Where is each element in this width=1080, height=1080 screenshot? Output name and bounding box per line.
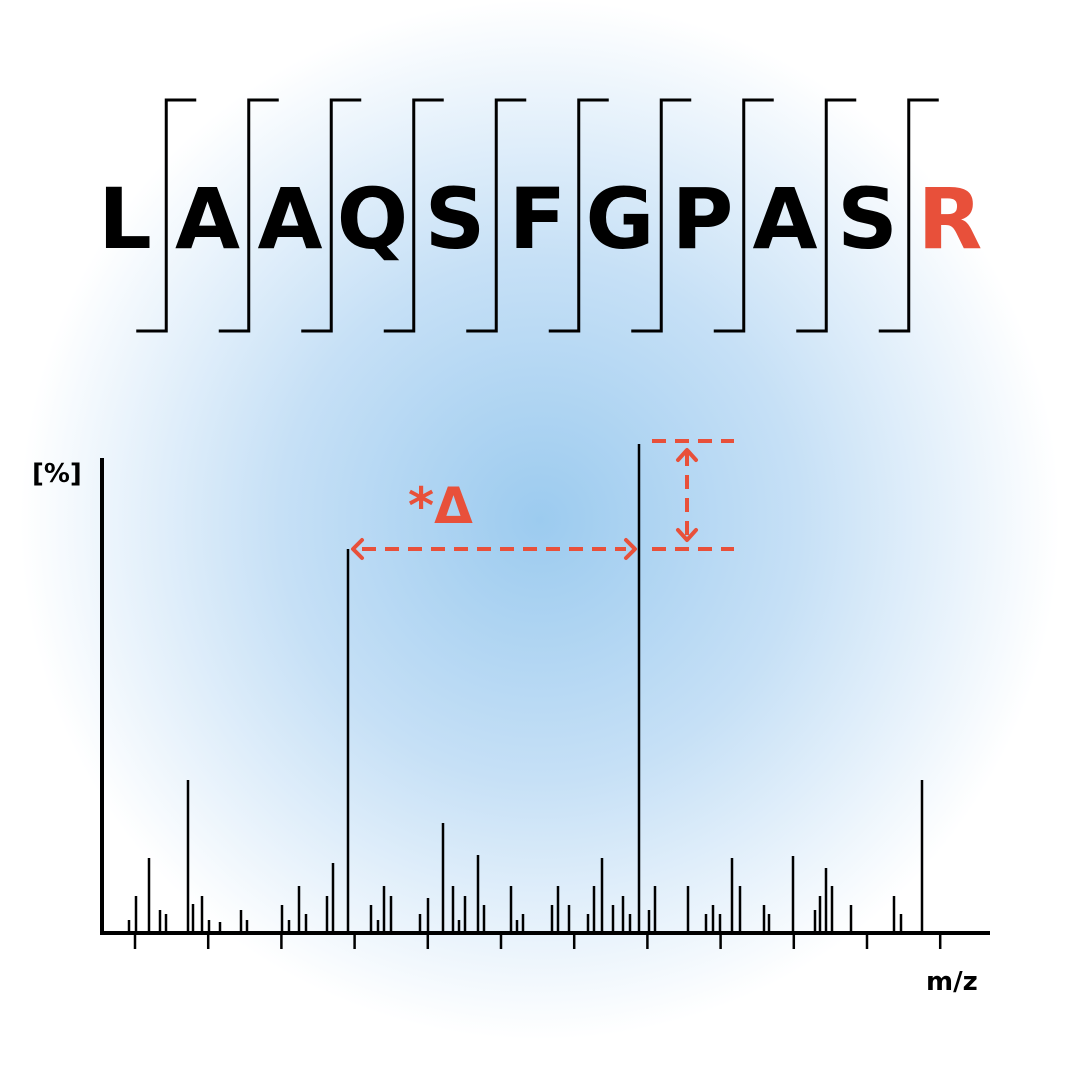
residue: L: [98, 170, 152, 268]
x-axis-label: m/z: [926, 967, 978, 997]
residue: Q: [337, 170, 408, 268]
residue: P: [672, 170, 734, 268]
bracket: [218, 98, 279, 333]
bracket: [796, 98, 857, 333]
bracket: [383, 98, 444, 333]
y-axis-label: [%]: [32, 459, 82, 489]
residue: A: [257, 170, 322, 268]
residue: R: [918, 170, 983, 268]
residue: A: [175, 170, 240, 268]
arrowhead: [676, 448, 698, 462]
bracket: [548, 98, 609, 333]
bracket: [631, 98, 692, 333]
bracket: [301, 98, 362, 333]
bracket: [713, 98, 774, 333]
spectrum-peaks: [127, 444, 924, 933]
residue: S: [425, 170, 486, 268]
residue: G: [586, 170, 655, 268]
arrowhead: [351, 538, 364, 560]
arrowhead: [624, 538, 637, 560]
bracket: [878, 98, 939, 333]
arrowhead: [676, 528, 698, 542]
residue: A: [752, 170, 817, 268]
x-ticks: [133, 935, 942, 949]
delta-label: *Δ: [408, 477, 473, 535]
fragment-brackets: [136, 98, 939, 333]
residue: F: [509, 170, 566, 268]
bracket: [466, 98, 527, 333]
residue: S: [837, 170, 898, 268]
delta-annotation: *Δ: [351, 439, 734, 560]
bracket: [136, 98, 197, 333]
